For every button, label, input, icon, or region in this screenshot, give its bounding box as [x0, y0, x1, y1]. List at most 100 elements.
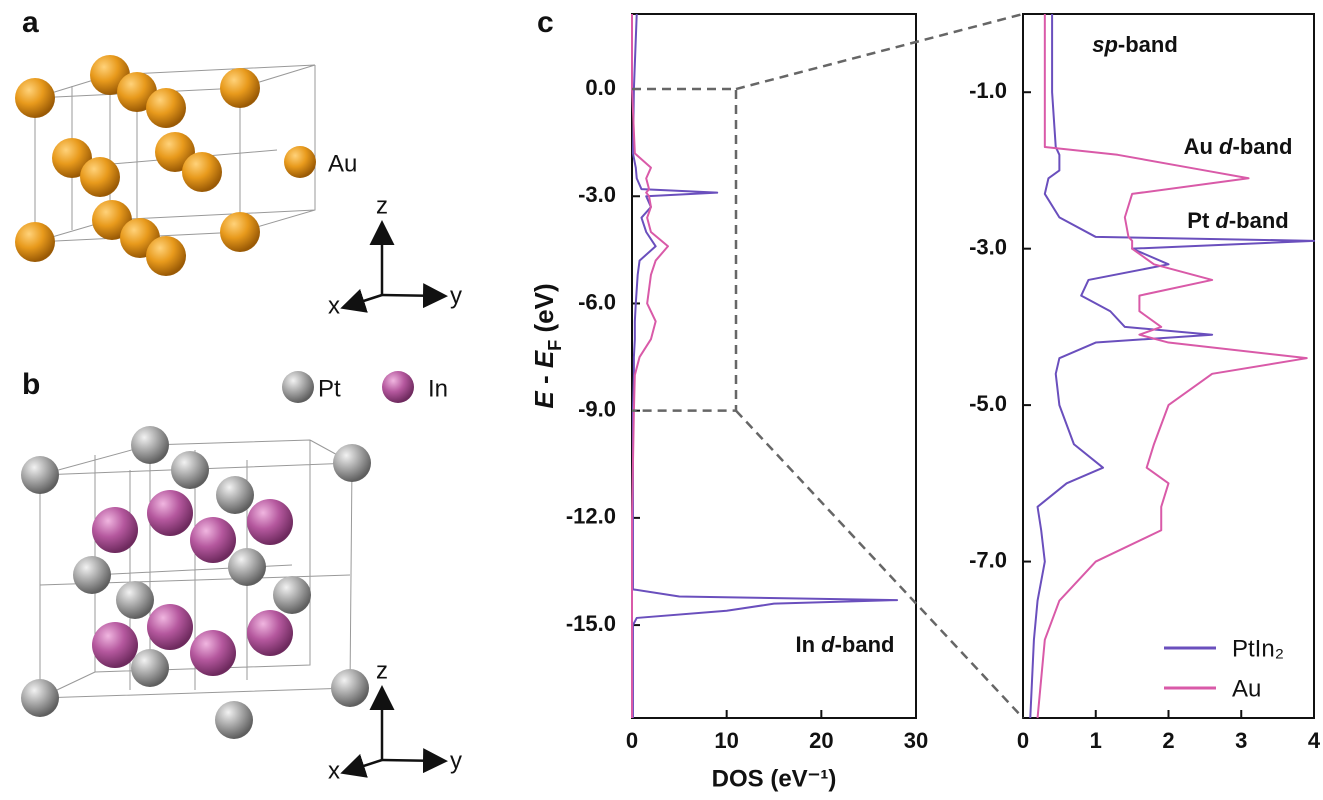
atom: [146, 236, 186, 276]
legend-atom: [382, 371, 414, 403]
annotation: Au d-band: [1184, 134, 1293, 159]
text-part: Au: [1184, 134, 1219, 159]
atom: [146, 88, 186, 128]
atom: [21, 456, 59, 494]
atom: [228, 548, 266, 586]
axis-name: y: [450, 747, 462, 774]
text-part: sp: [1092, 32, 1118, 57]
atom: [131, 649, 169, 687]
text-part: (eV): [529, 283, 559, 339]
atom: [333, 444, 371, 482]
y-tick-label: -7.0: [969, 547, 1007, 572]
atom: [15, 222, 55, 262]
atom: [21, 679, 59, 717]
atom: [147, 604, 193, 650]
dos-line: [632, 14, 668, 718]
axis-name: z: [376, 657, 388, 684]
y-tick-label: -5.0: [969, 391, 1007, 416]
axis-name: x: [328, 292, 340, 319]
text-part: E: [529, 350, 559, 368]
text-part: d: [1219, 134, 1233, 159]
panel-label: a: [22, 6, 39, 39]
panel-label: c: [537, 6, 554, 39]
annotation: Pt d-band: [1187, 208, 1288, 233]
text-part: In: [795, 632, 821, 657]
y-tick-label: -9.0: [578, 396, 616, 421]
text-part: d: [821, 632, 835, 657]
atom: [190, 517, 236, 563]
dos-line: [1030, 14, 1314, 718]
y-tick-label: -3.0: [969, 234, 1007, 259]
y-tick-label: -15.0: [566, 611, 616, 636]
y-axis-label: E - EF (eV): [529, 283, 565, 408]
text-part: -band: [1118, 32, 1178, 57]
atom: [190, 630, 236, 676]
text-part: -band: [835, 632, 895, 657]
y-tick-label: 0.0: [585, 75, 616, 100]
x-tick-label: 0: [626, 728, 638, 753]
atom: [73, 556, 111, 594]
text-part: -band: [1229, 208, 1289, 233]
atom: [216, 476, 254, 514]
legend-label: In: [428, 375, 448, 402]
atom: [247, 499, 293, 545]
x-tick-label: 30: [904, 728, 928, 753]
x-tick-label: 4: [1308, 728, 1321, 753]
annotation: sp-band: [1092, 32, 1178, 57]
atom: [247, 610, 293, 656]
text-part: -: [529, 368, 559, 391]
legend-label: Au: [328, 150, 357, 177]
x-tick-label: 0: [1017, 728, 1029, 753]
plot-frame: [1023, 14, 1314, 718]
atom: [273, 576, 311, 614]
axis-arrow: [382, 295, 443, 296]
axis-arrow: [345, 760, 382, 772]
y-tick-label: -1.0: [969, 78, 1007, 103]
atom: [215, 701, 253, 739]
x-tick-label: 20: [809, 728, 833, 753]
atom: [80, 157, 120, 197]
atom: [131, 426, 169, 464]
y-tick-label: -12.0: [566, 504, 616, 529]
annotation: In d-band: [795, 632, 894, 657]
atom: [220, 68, 260, 108]
text-part: F: [545, 340, 565, 351]
atom: [182, 152, 222, 192]
dos-line: [1038, 14, 1307, 718]
atom: [15, 78, 55, 118]
panel-label: b: [22, 368, 40, 401]
figure: a b c Au Pt In x y z x y z 01020300.0-3.…: [0, 0, 1323, 800]
atom: [220, 212, 260, 252]
legend-atom: [282, 371, 314, 403]
legend-label: Pt: [318, 375, 341, 402]
axis-name: y: [450, 282, 462, 309]
text-part: d: [1215, 208, 1229, 233]
x-tick-label: 2: [1162, 728, 1174, 753]
atom: [147, 490, 193, 536]
axis-name: x: [328, 757, 340, 784]
text-part: Pt: [1187, 208, 1215, 233]
x-axis-label: DOS (eV⁻¹): [712, 765, 837, 792]
text-part: -band: [1233, 134, 1293, 159]
zoom-box: [632, 89, 736, 411]
axis-arrow: [382, 760, 443, 761]
atom: [171, 451, 209, 489]
text-part: E: [529, 391, 559, 409]
axis-arrow: [345, 295, 382, 307]
x-tick-label: 3: [1235, 728, 1247, 753]
atom: [92, 507, 138, 553]
atom: [92, 622, 138, 668]
dos-line: [633, 14, 897, 718]
legend-label: Au: [1232, 675, 1261, 702]
plot-frame: [632, 14, 916, 718]
atom: [331, 669, 369, 707]
y-tick-label: -3.0: [578, 182, 616, 207]
x-tick-label: 1: [1090, 728, 1102, 753]
atom: [116, 581, 154, 619]
legend-atom: [284, 146, 316, 178]
zoom-line: [736, 14, 1023, 718]
axis-name: z: [376, 192, 388, 219]
legend-label: PtIn₂: [1232, 635, 1284, 662]
x-tick-label: 10: [714, 728, 738, 753]
y-tick-label: -6.0: [578, 289, 616, 314]
